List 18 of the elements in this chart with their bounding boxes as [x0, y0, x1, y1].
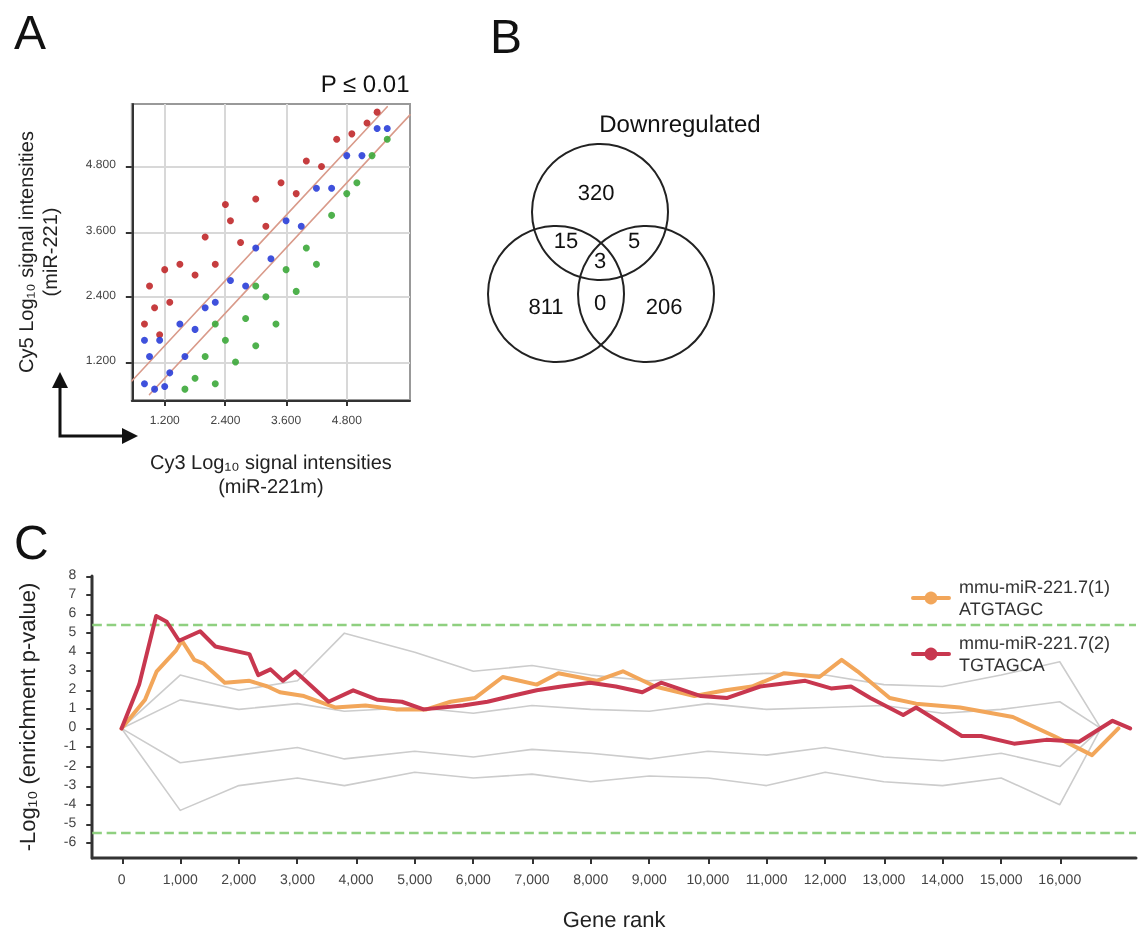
x-axis-title: Gene rank	[562, 909, 667, 933]
text: 3	[593, 250, 607, 274]
text: 5	[627, 230, 641, 254]
text: 0	[593, 292, 607, 316]
legend-label: mmu-miR-221.7(2) TGTAGCA	[958, 633, 1111, 675]
y-axis-title: Cy5 Log₁₀ signal intensities (miR-221)	[17, 131, 63, 373]
x-axis-title: Cy3 Log₁₀ signal intensities (miR-221m)	[149, 453, 392, 499]
text: B	[490, 11, 523, 65]
text: 15	[553, 230, 579, 254]
category-label: Downregulated	[599, 110, 761, 138]
text: P ≤ 0.01	[320, 70, 411, 98]
text: 206	[645, 296, 683, 320]
text: 320	[577, 182, 615, 206]
chart-title: A	[14, 7, 47, 61]
legend-label: mmu-miR-221.7(1) ATGTAGC	[958, 577, 1111, 619]
y-axis-title: -Log₁₀ (enrichment p-value)	[17, 582, 41, 852]
chart-title: C	[14, 517, 49, 571]
text: 811	[528, 296, 564, 320]
